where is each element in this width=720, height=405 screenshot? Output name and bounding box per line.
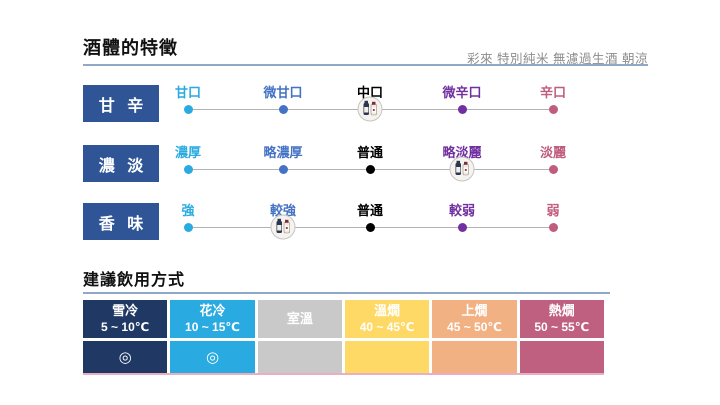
serving-style-name: 花冷	[199, 303, 226, 319]
serving-section-title: 建議飲用方式	[83, 272, 186, 289]
serving-temp-header-cell: 溫燗 40 ~ 45℃	[344, 300, 430, 338]
scale-level-label: 強	[181, 203, 195, 218]
scale-level-label: 較弱	[448, 203, 475, 218]
scale-level-dot	[278, 105, 288, 114]
empty-recommend-cell	[519, 341, 604, 373]
page-title: 酒體的特徵	[83, 38, 178, 58]
serving-temp-range: 5 ~ 10℃	[101, 319, 150, 334]
scale-point: 較弱	[417, 203, 507, 232]
scale-level-label: 略淡麗	[442, 145, 482, 160]
serving-temp-header-cell: 室溫	[257, 300, 342, 338]
scale-level-dot	[548, 105, 558, 114]
scale-level-dot	[457, 223, 467, 232]
scale-point: 微辛口	[417, 85, 507, 114]
product-name: 彩來 特別純米 無濾過生酒 朝涼	[467, 52, 648, 66]
scale-point: 弱	[508, 203, 598, 232]
scale-point: 甘口	[143, 85, 233, 114]
serving-temp-range: 50 ~ 55℃	[534, 319, 590, 334]
serving-style-name: 熱燗	[548, 303, 575, 319]
scale-row: 濃 淡濃厚 略濃厚 普通 略淡麗 淡麗	[0, 145, 720, 195]
scale-point: 普通	[325, 145, 415, 174]
scale-point: 略濃厚	[238, 145, 328, 174]
recommended-mark-cell: ◎	[170, 341, 255, 373]
scale-row: 甘 辛甘口 微甘口 中口 微辛口 辛口	[0, 85, 720, 135]
serving-temp-range: 40 ~ 45℃	[359, 319, 415, 334]
scale-level-dot	[548, 165, 558, 174]
serving-temp-header-cell: 花冷 10 ~ 15℃	[170, 300, 255, 338]
empty-recommend-cell	[344, 341, 430, 373]
sake-bottle-marker-icon	[270, 214, 296, 240]
scale-level-label: 略濃厚	[263, 145, 303, 160]
scale-point: 普通	[325, 203, 415, 232]
scale-level-label: 普通	[356, 203, 383, 218]
scale-level-label: 濃厚	[174, 145, 201, 160]
scale-point: 淡麗	[508, 145, 598, 174]
serving-style-name: 雪冷	[112, 303, 139, 319]
scale-point: 微甘口	[238, 85, 328, 114]
serving-temp-header-cell: 雪冷 5 ~ 10℃	[83, 300, 168, 338]
serving-temp-header-cell: 熱燗 50 ~ 55℃	[519, 300, 604, 338]
scale-level-label: 弱	[546, 203, 560, 218]
sake-bottle-marker-icon	[357, 96, 383, 122]
serving-recommend-row: ◎ ◎	[83, 341, 604, 375]
title-underline	[83, 64, 648, 66]
serving-style-name: 室溫	[286, 310, 313, 326]
scale-level-dot	[183, 165, 193, 174]
scale-name-box: 香 味	[83, 203, 159, 240]
empty-recommend-cell	[432, 341, 517, 373]
scale-level-dot	[548, 223, 558, 232]
serving-temp-range: 10 ~ 15℃	[185, 319, 240, 334]
serving-temp-header-cell: 上燗 45 ~ 50℃	[432, 300, 517, 338]
serving-style-name: 上燗	[461, 303, 488, 319]
recommended-mark-cell: ◎	[83, 341, 168, 373]
scale-name-box: 甘 辛	[83, 85, 159, 122]
scale-level-label: 微辛口	[442, 85, 482, 100]
scale-level-label: 微甘口	[263, 85, 303, 100]
serving-title-underline	[83, 292, 610, 294]
scale-level-dot	[278, 165, 288, 174]
scale-name-box: 濃 淡	[83, 145, 159, 182]
scale-level-label: 普通	[356, 145, 383, 160]
scale-level-label: 較強	[269, 203, 296, 218]
sake-bottle-marker-icon	[449, 156, 475, 182]
serving-table: 雪冷 5 ~ 10℃ 花冷 10 ~ 15℃ 室溫 溫燗 40 ~ 45℃ 上燗 45 ~ 50…	[83, 300, 604, 375]
empty-recommend-cell	[257, 341, 342, 373]
scale-point: 辛口	[508, 85, 598, 114]
scale-level-label: 辛口	[539, 85, 566, 100]
scale-level-label: 中口	[356, 85, 383, 100]
scale-row: 香 味 強 較強 普通 較弱 弱	[0, 203, 720, 253]
scale-level-label: 甘口	[174, 85, 201, 100]
scale-level-label: 淡麗	[539, 145, 566, 160]
scale-level-dot	[365, 165, 375, 174]
serving-header-row: 雪冷 5 ~ 10℃ 花冷 10 ~ 15℃ 室溫 溫燗 40 ~ 45℃ 上燗 45 ~ 50…	[83, 300, 604, 338]
scale-level-dot	[457, 105, 467, 114]
scale-point: 強	[143, 203, 233, 232]
scale-level-dot	[365, 223, 375, 232]
serving-style-name: 溫燗	[374, 303, 401, 319]
scale-level-dot	[183, 223, 193, 232]
scale-level-dot	[183, 105, 193, 114]
scale-point: 濃厚	[143, 145, 233, 174]
serving-temp-range: 45 ~ 50℃	[447, 319, 502, 334]
